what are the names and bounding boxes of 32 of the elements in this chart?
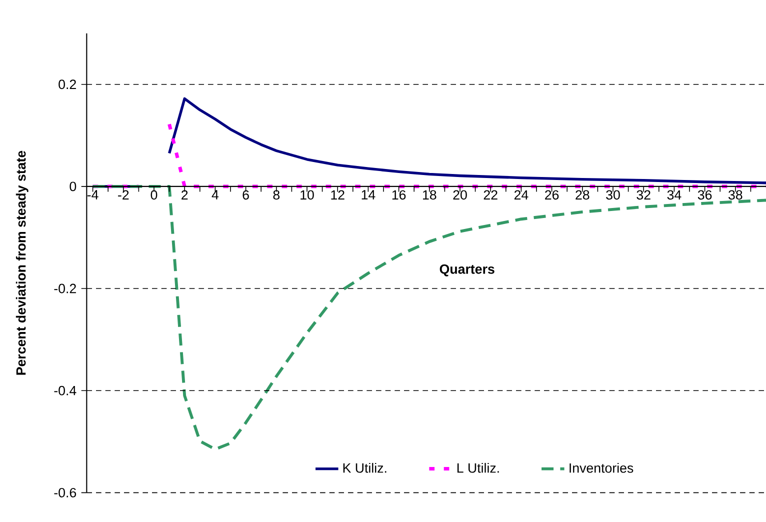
x-tick-label: 8 [273, 190, 280, 200]
x-tick-label: 32 [636, 190, 650, 200]
y-tick-label: -0.6 [54, 488, 76, 498]
x-tick-label: 18 [423, 190, 436, 200]
x-tick-label: 4 [212, 190, 219, 200]
x-tick-label: 38 [728, 190, 742, 200]
y-tick-label: -0.2 [54, 284, 76, 294]
x-tick-label: 34 [667, 190, 682, 200]
x-tick-label: 2 [182, 190, 188, 200]
x-tick-label: 36 [698, 190, 712, 200]
x-tick-label: 0 [150, 190, 158, 200]
y-tick-label: -0.4 [54, 386, 76, 396]
x-tick-label: 6 [242, 190, 249, 200]
y-axis-title: Percent deviation from steady state [16, 150, 28, 375]
x-tick-label: 30 [606, 190, 620, 200]
y-tick-label: 0 [70, 182, 76, 192]
x-tick-label: -2 [118, 190, 129, 200]
x-tick-label: 12 [331, 190, 344, 200]
legend-label: L Utiliz. [457, 462, 499, 473]
x-tick-label: 16 [392, 190, 406, 200]
x-axis-title: Quarters [440, 264, 494, 276]
legend-label: Inventories [570, 462, 634, 473]
x-tick-label: 24 [514, 190, 528, 200]
legend-label: K Utiliz. [343, 462, 386, 473]
x-tick-label: 14 [362, 190, 376, 200]
x-tick-label: 10 [300, 190, 314, 200]
x-tick-label: -4 [87, 190, 98, 200]
x-tick-label: 22 [484, 190, 498, 200]
x-tick-label: 20 [453, 190, 467, 200]
x-tick-label: 26 [545, 190, 559, 200]
y-tick-label: 0.2 [58, 80, 76, 90]
x-tick-label: 28 [576, 190, 590, 200]
